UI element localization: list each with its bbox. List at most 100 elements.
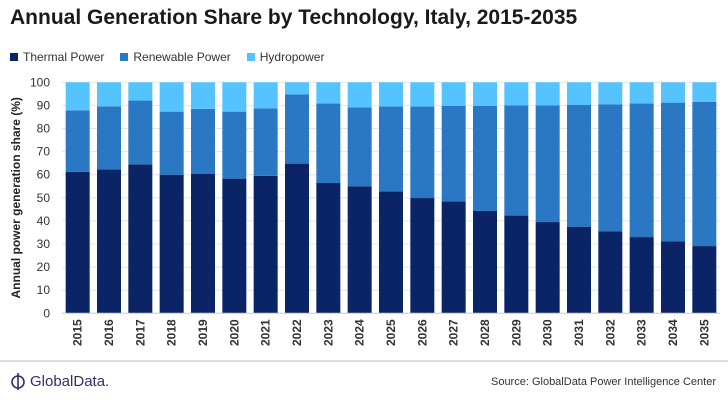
bar-hydropower-2018 (159, 82, 184, 112)
bar-thermal-power-2032 (598, 231, 623, 314)
x-tick-label: 2035 (697, 319, 711, 346)
bar-thermal-power-2020 (222, 178, 247, 314)
bar-hydropower-2016 (97, 82, 121, 107)
bar-renewable-power-2024 (347, 107, 372, 187)
bar-renewable-power-2033 (629, 103, 654, 238)
bar-hydropower-2022 (285, 82, 309, 95)
bar-renewable-power-2028 (473, 105, 497, 211)
bar-hydropower-2035 (692, 82, 717, 102)
bar-thermal-power-2028 (473, 210, 497, 314)
globaldata-logo: GlobalData. (10, 372, 109, 390)
y-tick-label: 80 (37, 122, 51, 136)
bar-hydropower-2017 (128, 82, 153, 101)
bar-thermal-power-2026 (410, 198, 435, 314)
bar-thermal-power-2017 (128, 164, 153, 314)
bar-hydropower-2033 (629, 82, 654, 104)
bar-renewable-power-2030 (535, 105, 560, 223)
bar-renewable-power-2027 (441, 105, 466, 202)
legend-swatch (120, 53, 129, 61)
legend-label: Thermal Power (23, 50, 105, 64)
bar-renewable-power-2023 (316, 103, 341, 184)
chart-title: Annual Generation Share by Technology, I… (10, 6, 578, 29)
bar-renewable-power-2018 (159, 111, 184, 175)
x-tick-label: 2021 (259, 319, 273, 346)
legend-item: Renewable Power (120, 50, 231, 64)
bar-thermal-power-2019 (191, 174, 215, 314)
x-tick-label: 2031 (572, 319, 586, 346)
bar-renewable-power-2035 (692, 101, 717, 247)
bar-hydropower-2031 (567, 82, 591, 105)
legend-swatch (10, 53, 18, 61)
x-tick-label: 2025 (384, 319, 398, 346)
x-tick-label: 2029 (509, 319, 523, 346)
globaldata-logo-icon (11, 373, 25, 390)
x-tick-label: 2018 (165, 319, 179, 346)
bar-thermal-power-2033 (629, 237, 654, 314)
y-tick-label: 10 (37, 283, 51, 297)
y-tick-label: 90 (37, 98, 51, 112)
x-tick-label: 2024 (353, 319, 367, 346)
bar-renewable-power-2021 (253, 108, 278, 176)
bar-thermal-power-2016 (97, 169, 121, 314)
bar-hydropower-2030 (535, 82, 560, 106)
y-tick-label: 40 (37, 214, 51, 228)
logo-text: GlobalData. (30, 372, 110, 390)
bar-renewable-power-2016 (97, 106, 121, 170)
bar-hydropower-2027 (441, 82, 466, 106)
bar-hydropower-2029 (504, 82, 529, 106)
bar-renewable-power-2034 (661, 102, 685, 242)
bar-thermal-power-2031 (567, 226, 591, 314)
bar-thermal-power-2024 (347, 186, 372, 314)
bar-thermal-power-2023 (316, 183, 341, 314)
legend-swatch (246, 53, 255, 61)
x-tick-label: 2026 (415, 319, 429, 346)
bar-thermal-power-2030 (535, 222, 560, 314)
x-tick-label: 2023 (321, 319, 335, 346)
y-tick-label: 50 (37, 191, 51, 205)
x-tick-label: 2019 (196, 319, 210, 346)
bar-thermal-power-2018 (159, 174, 184, 314)
x-tick-label: 2033 (635, 319, 649, 346)
bar-hydropower-2020 (222, 82, 247, 112)
x-tick-label: 2015 (71, 319, 85, 346)
bar-renewable-power-2029 (504, 105, 529, 216)
bar-hydropower-2021 (253, 82, 278, 109)
y-tick-label: 100 (30, 75, 50, 89)
x-tick-label: 2017 (133, 319, 147, 346)
bar-hydropower-2034 (661, 82, 685, 103)
x-tick-label: 2020 (227, 319, 241, 346)
bar-hydropower-2028 (473, 82, 497, 106)
x-tick-label: 2034 (666, 319, 680, 346)
x-tick-label: 2028 (478, 319, 492, 346)
y-tick-label: 30 (37, 237, 51, 251)
bar-thermal-power-2035 (692, 246, 717, 314)
bar-renewable-power-2032 (598, 104, 623, 232)
bar-thermal-power-2029 (504, 215, 529, 314)
bar-thermal-power-2015 (65, 171, 90, 314)
y-tick-label: 70 (37, 145, 51, 159)
bar-thermal-power-2021 (253, 175, 278, 314)
legend-item: Thermal Power (10, 50, 104, 64)
bar-hydropower-2025 (379, 82, 403, 107)
bar-renewable-power-2026 (410, 106, 435, 199)
bar-hydropower-2032 (598, 82, 623, 105)
bar-thermal-power-2034 (661, 241, 685, 314)
bar-renewable-power-2031 (567, 104, 591, 227)
y-tick-label: 20 (37, 260, 51, 274)
bar-renewable-power-2025 (379, 106, 403, 192)
y-tick-label: 60 (37, 168, 51, 182)
bar-hydropower-2019 (191, 82, 215, 109)
x-tick-label: 2032 (603, 319, 617, 346)
x-tick-label: 2022 (290, 319, 304, 346)
bar-hydropower-2023 (316, 82, 341, 104)
x-tick-label: 2016 (102, 319, 116, 346)
source-note: Source: GlobalData Power Intelligence Ce… (490, 376, 716, 388)
legend: Thermal Power Renewable Power Hydropower (10, 50, 324, 64)
bar-hydropower-2024 (347, 82, 372, 108)
bar-thermal-power-2022 (285, 163, 309, 314)
bar-renewable-power-2022 (285, 94, 309, 164)
bar-hydropower-2026 (410, 82, 435, 107)
x-tick-label: 2027 (447, 319, 461, 346)
bar-renewable-power-2017 (128, 100, 153, 165)
footer-divider (0, 360, 728, 362)
